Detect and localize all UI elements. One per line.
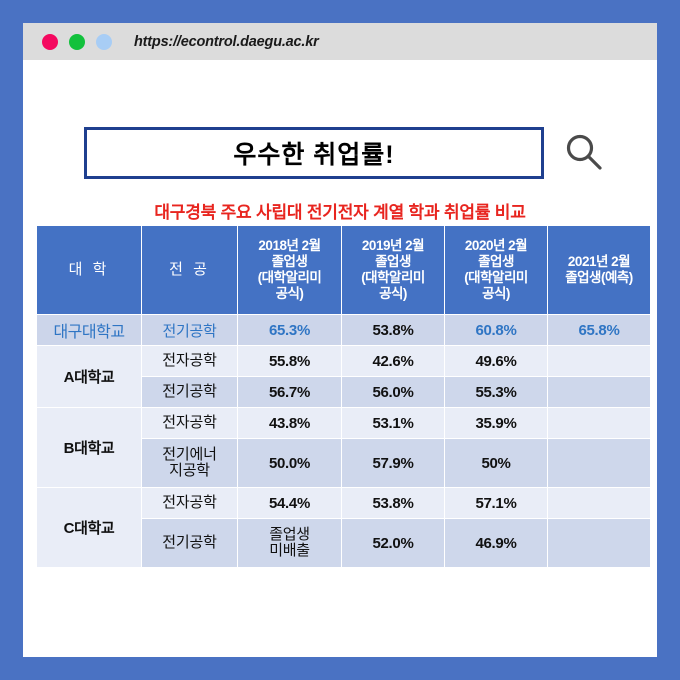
search-row: 우수한 취업률!	[84, 126, 624, 180]
cell-2019: 42.6%	[341, 345, 445, 377]
page-content: 우수한 취업률! 대구경북 주요 사립대 전기전자 계열 학과 취업률 비교 대…	[23, 60, 657, 657]
header-2020-line1: 2020년 2월	[464, 238, 528, 254]
table-caption: 대구경북 주요 사립대 전기전자 계열 학과 취업률 비교	[154, 203, 526, 222]
close-dot[interactable]	[42, 33, 58, 50]
table-row: 전기공학 56.7% 56.0% 55.3%	[37, 376, 651, 408]
cell-2021	[547, 518, 651, 568]
header-2020-line2: 졸업생	[478, 254, 514, 270]
cell-2019: 56.0%	[341, 376, 445, 408]
cell-university: A대학교	[36, 345, 142, 408]
cell-major: 전기에너 지공학	[141, 438, 238, 488]
table-header-row: 대 학 전 공 2018년 2월 졸업생 (대학알리미 공식) 2019년 2월…	[36, 225, 651, 315]
table-row: 전기공학 졸업생 미배출 52.0% 46.9%	[37, 518, 651, 568]
search-icon[interactable]	[544, 127, 624, 179]
cell-major: 전자공학	[141, 345, 238, 377]
cell-2021	[547, 345, 651, 377]
header-2019-line2: 졸업생	[375, 254, 411, 270]
cell-2018: 55.8%	[237, 345, 342, 377]
cell-2021	[547, 407, 651, 439]
table-row: 전기에너 지공학 50.0% 57.9% 50%	[37, 438, 651, 488]
header-2018-line4: 공식)	[275, 285, 304, 301]
header-2018-line3: (대학알리미	[257, 270, 322, 285]
cell-major: 전자공학	[141, 487, 238, 519]
table-row: C대학교 전자공학 54.4% 53.8% 57.1%	[36, 487, 651, 568]
value-line1: 졸업생	[269, 525, 310, 543]
cell-major: 전기공학	[141, 314, 238, 346]
browser-window: https://econtrol.daegu.ac.kr 우수한 취업률! 대구…	[23, 23, 657, 657]
cell-major: 전기공학	[141, 518, 238, 568]
cell-2018: 54.4%	[237, 487, 342, 519]
column-header-2020: 2020년 2월 졸업생 (대학알리미 공식)	[444, 225, 548, 315]
cell-2019: 53.8%	[341, 314, 445, 346]
table-row: 대구대학교 전기공학 65.3% 53.8% 60.8% 65.8%	[36, 314, 651, 346]
header-2018-line2: 졸업생	[271, 254, 308, 270]
column-header-2019: 2019년 2월 졸업생 (대학알리미 공식)	[341, 225, 445, 315]
cell-2020: 35.9%	[444, 407, 548, 439]
browser-titlebar: https://econtrol.daegu.ac.kr	[23, 23, 657, 60]
cell-2018: 43.8%	[237, 407, 342, 439]
cell-2018: 65.3%	[237, 314, 342, 346]
cell-2020: 55.3%	[444, 376, 548, 408]
table-body: 대구대학교 전기공학 65.3% 53.8% 60.8% 65.8% A대학교 …	[36, 314, 651, 568]
cell-2021	[547, 376, 651, 408]
header-2021-line1: 2021년 2월	[567, 254, 631, 270]
cell-2020: 49.6%	[444, 345, 548, 377]
major-line1: 전기에너	[162, 445, 217, 463]
cell-university: 대구대학교	[36, 314, 142, 346]
value-line2: 미배출	[269, 542, 310, 559]
cell-2019: 53.8%	[341, 487, 445, 519]
header-2018-line1: 2018년 2월	[258, 238, 321, 254]
table-row: B대학교 전자공학 43.8% 53.1% 35.9%	[36, 407, 651, 488]
cell-major: 전자공학	[141, 407, 238, 439]
cell-2021	[547, 438, 651, 488]
table-header: 대 학 전 공 2018년 2월 졸업생 (대학알리미 공식) 2019년 2월…	[36, 225, 651, 315]
cell-2020: 46.9%	[444, 518, 548, 568]
cell-2019: 53.1%	[341, 407, 445, 439]
cell-2018: 50.0%	[237, 438, 342, 488]
column-header-2021: 2021년 2월 졸업생(예측)	[547, 225, 651, 315]
column-header-university: 대 학	[36, 225, 142, 315]
maximize-dot[interactable]	[96, 33, 112, 50]
cell-2021: 65.8%	[547, 314, 651, 346]
header-2019-line4: 공식)	[379, 285, 407, 301]
cell-2020: 60.8%	[444, 314, 548, 346]
header-2019-line1: 2019년 2월	[361, 238, 425, 254]
cell-2018: 56.7%	[237, 376, 342, 408]
employment-rate-table: 대 학 전 공 2018년 2월 졸업생 (대학알리미 공식) 2019년 2월…	[36, 225, 651, 568]
minimize-dot[interactable]	[69, 33, 85, 50]
cell-university: B대학교	[36, 407, 142, 488]
cell-2020: 50%	[444, 438, 548, 488]
search-input[interactable]: 우수한 취업률!	[84, 127, 544, 179]
major-line2: 지공학	[169, 462, 210, 479]
address-bar-url[interactable]: https://econtrol.daegu.ac.kr	[134, 33, 319, 50]
header-2020-line4: 공식)	[482, 285, 510, 301]
column-header-major: 전 공	[141, 225, 238, 315]
cell-2021	[547, 487, 651, 519]
cell-2019: 57.9%	[341, 438, 445, 488]
header-2021-line2: 졸업생(예측)	[565, 270, 633, 285]
cell-2019: 52.0%	[341, 518, 445, 568]
cell-2020: 57.1%	[444, 487, 548, 519]
header-2019-line3: (대학알리미	[361, 270, 425, 285]
table-row: A대학교 전자공학 55.8% 42.6% 49.6%	[36, 345, 651, 408]
header-2020-line3: (대학알리미	[464, 270, 528, 285]
cell-major: 전기공학	[141, 376, 238, 408]
cell-2018: 졸업생 미배출	[237, 518, 342, 568]
column-header-2018: 2018년 2월 졸업생 (대학알리미 공식)	[237, 225, 342, 315]
search-query-text: 우수한 취업률!	[233, 141, 395, 169]
cell-university: C대학교	[36, 487, 142, 568]
